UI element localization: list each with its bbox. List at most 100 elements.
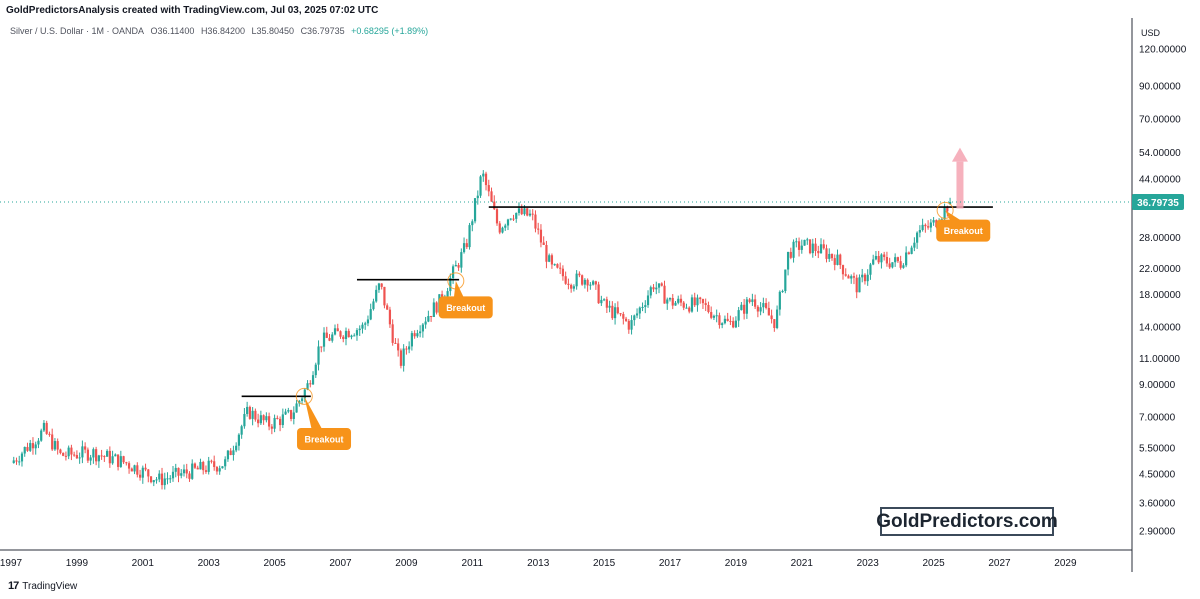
gold-predictors-watermark: GoldPredictors.com	[876, 507, 1058, 536]
candle-body	[391, 324, 394, 343]
annotations-layer[interactable]: Breakout Breakout Breakout	[295, 147, 991, 450]
candle-body	[31, 443, 35, 449]
candle-body	[572, 286, 575, 289]
candle-body	[276, 417, 279, 419]
candle-body	[322, 332, 326, 347]
candle-body	[797, 241, 801, 250]
candle-body	[339, 331, 342, 337]
candle-body	[847, 275, 850, 279]
candle-body	[479, 176, 482, 196]
candle-body	[116, 454, 120, 467]
candle-body	[410, 333, 413, 347]
candle-body	[732, 321, 735, 328]
candle-body	[907, 252, 910, 254]
candle-body	[265, 416, 268, 421]
candle-body	[86, 449, 89, 461]
breakout-callout-box[interactable]	[438, 296, 493, 319]
breakout-callout-label: Breakout	[446, 303, 485, 313]
candle-body	[289, 410, 293, 419]
candle-body	[773, 319, 776, 329]
candle-body	[493, 201, 496, 210]
candle-body	[696, 297, 699, 306]
candle-body	[218, 468, 221, 472]
candle-body	[839, 254, 842, 266]
candle-body	[34, 444, 37, 449]
candle-body	[715, 315, 718, 317]
candle-body	[918, 230, 921, 233]
x-tick-label: 2017	[659, 558, 682, 569]
candle-body	[589, 284, 592, 286]
currency-label: USD	[1141, 28, 1161, 38]
candle-body	[567, 283, 570, 285]
candle-body	[292, 412, 295, 419]
candle-body	[336, 328, 339, 332]
candle-body	[317, 346, 320, 365]
x-tick-label: 2019	[725, 558, 748, 569]
candle-body	[737, 310, 740, 321]
candle-body	[243, 413, 246, 427]
candle-body	[927, 226, 930, 228]
candle-body	[611, 305, 614, 319]
candle-body	[73, 454, 76, 456]
candle-body	[924, 224, 927, 227]
candle-body	[473, 198, 477, 222]
candle-body	[605, 299, 608, 308]
x-tick-label: 2013	[527, 558, 550, 569]
breakout-callout-box[interactable]	[936, 219, 991, 242]
candle-body	[67, 447, 70, 457]
candle-body	[789, 251, 792, 258]
candle-body	[663, 285, 666, 304]
breakout-highlight-circle	[936, 201, 954, 219]
candle-body	[114, 454, 117, 457]
candle-body	[375, 289, 378, 302]
candle-body	[259, 415, 262, 424]
breakout-callout-box[interactable]	[297, 427, 352, 450]
candle-body	[62, 452, 65, 456]
candle-body	[693, 297, 696, 306]
candle-body	[95, 449, 98, 462]
candle-body	[575, 273, 578, 287]
candle-body	[42, 422, 46, 431]
candle-body	[528, 213, 532, 216]
candle-body	[726, 318, 729, 321]
candle-body	[136, 465, 139, 475]
candle-body	[240, 426, 243, 435]
candle-body	[457, 265, 460, 268]
breakout-callout-pointer	[453, 280, 464, 300]
breakout-callout-label: Breakout	[944, 226, 983, 236]
candle-body	[655, 287, 658, 290]
candle-body	[512, 218, 515, 220]
candle-body	[581, 275, 584, 285]
candle-body	[56, 441, 59, 450]
symbol-name[interactable]: Silver / U.S. Dollar · 1M · OANDA	[10, 26, 145, 36]
tradingview-footer[interactable]: 17 TradingView	[8, 580, 77, 592]
candle-body	[778, 291, 781, 310]
candle-body	[814, 243, 817, 251]
candle-body	[100, 455, 103, 457]
breakout-callout-pointer	[945, 210, 962, 223]
candle-body	[506, 219, 510, 226]
candle-body	[828, 253, 831, 259]
resistance-lines-layer[interactable]	[241, 206, 993, 398]
symbol-info-bar[interactable]: Silver / U.S. Dollar · 1M · OANDA O36.11…	[10, 26, 432, 36]
candle-body	[89, 457, 92, 461]
candle-body	[226, 450, 230, 460]
candle-body	[451, 266, 455, 279]
time-axis[interactable]: 1997 1999 2001 2003 2005 2007 2009 2011 2013 2015…	[0, 558, 1077, 569]
candle-body	[894, 257, 897, 263]
candle-body	[204, 470, 208, 472]
candle-body	[106, 450, 109, 457]
candle-body	[468, 225, 471, 248]
candle-body	[180, 473, 183, 476]
candles-layer	[12, 170, 952, 490]
candle-body	[526, 208, 529, 216]
x-tick-label: 2025	[922, 558, 945, 569]
candle-body	[578, 273, 581, 276]
x-tick-label: 2029	[1054, 558, 1077, 569]
candle-body	[517, 208, 521, 213]
price-axis[interactable]: 120.00000 90.00000 70.00000 54.00000 44.0000…	[1139, 45, 1187, 538]
candle-body	[48, 433, 51, 435]
candle-body	[833, 258, 836, 265]
candle-body	[718, 315, 721, 326]
